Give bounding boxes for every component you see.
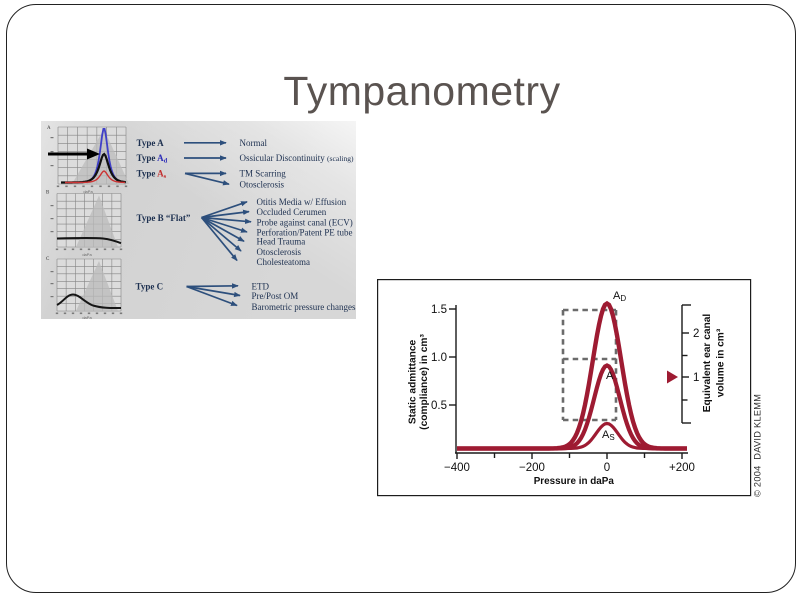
svg-text:1.0: 1.0 [431, 352, 447, 364]
svg-text:Ossicular Discontinuity (scali: Ossicular Discontinuity (scaling) [240, 153, 355, 163]
svg-text:TM Scarring: TM Scarring [240, 168, 287, 178]
svg-text:Otosclerosis: Otosclerosis [257, 247, 302, 257]
svg-text:AD: AD [613, 290, 626, 303]
svg-text:Static admittance: Static admittance [408, 339, 419, 424]
svg-text:Equivalent ear canal: Equivalent ear canal [702, 314, 713, 413]
svg-text:Perforation/Patent PE tube: Perforation/Patent PE tube [257, 228, 353, 238]
svg-text:Type B “Flat”: Type B “Flat” [137, 213, 191, 223]
svg-text:© 2004 DAVID KLEMM: © 2004 DAVID KLEMM [753, 394, 763, 497]
svg-text:Cholesteatoma: Cholesteatoma [257, 257, 311, 267]
svg-text:Head Trauma: Head Trauma [257, 237, 306, 247]
svg-text:B: B [46, 191, 50, 196]
svg-text:Otitis Media w/ Effusion: Otitis Media w/ Effusion [257, 197, 347, 207]
svg-text:Type As: Type As [137, 168, 167, 180]
svg-text:Probe against canal (ECV): Probe against canal (ECV) [257, 218, 353, 228]
svg-text:1: 1 [693, 372, 699, 384]
svg-text:0.5: 0.5 [431, 400, 447, 412]
svg-text:Occluded Cerumen: Occluded Cerumen [257, 207, 327, 217]
svg-text:Barometric pressure changes: Barometric pressure changes [252, 302, 356, 312]
svg-text:daPa: daPa [83, 189, 93, 194]
svg-text:C: C [46, 257, 50, 262]
svg-text:daPa: daPa [82, 252, 92, 257]
svg-text:−400: −400 [444, 462, 470, 474]
svg-text:−200: −200 [519, 462, 545, 474]
svg-text:Normal: Normal [240, 138, 268, 148]
svg-text:Type C: Type C [136, 281, 164, 291]
svg-text:A: A [47, 126, 51, 131]
svg-text:(compliance) in cm³: (compliance) in cm³ [419, 334, 430, 430]
svg-text:Type A: Type A [137, 138, 165, 148]
svg-text:volume in cm³: volume in cm³ [716, 328, 727, 397]
svg-text:+200: +200 [669, 462, 695, 474]
svg-text:ETD: ETD [252, 281, 270, 291]
svg-text:AS: AS [602, 429, 615, 442]
svg-text:daPa: daPa [82, 315, 92, 319]
svg-text:A: A [606, 370, 614, 382]
svg-text:2: 2 [693, 328, 699, 340]
svg-text:1.5: 1.5 [431, 304, 447, 316]
svg-text:0: 0 [604, 462, 610, 474]
svg-text:Pre/Post OM: Pre/Post OM [252, 291, 299, 301]
svg-text:Otosclerosis: Otosclerosis [240, 179, 285, 189]
svg-text:Pressure in daPa: Pressure in daPa [534, 476, 615, 487]
svg-text:Type Ad: Type Ad [137, 153, 168, 165]
